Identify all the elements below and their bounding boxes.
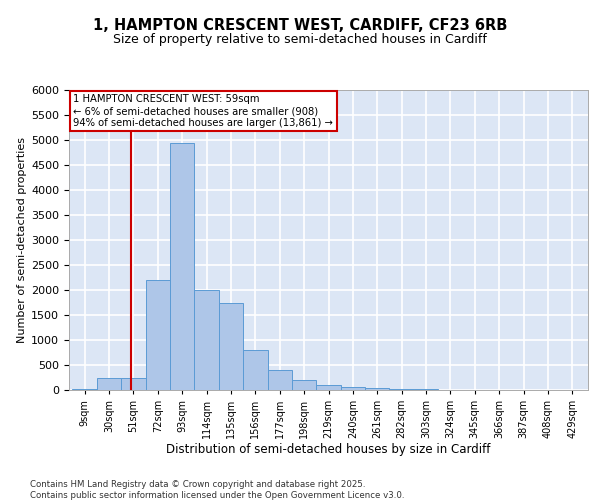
Bar bbox=[194, 290, 219, 390]
Bar bbox=[292, 380, 316, 390]
Bar bbox=[170, 142, 194, 390]
Text: 1 HAMPTON CRESCENT WEST: 59sqm
← 6% of semi-detached houses are smaller (908)
94: 1 HAMPTON CRESCENT WEST: 59sqm ← 6% of s… bbox=[73, 94, 333, 128]
Bar bbox=[146, 280, 170, 390]
Bar bbox=[389, 388, 414, 390]
Text: Contains HM Land Registry data © Crown copyright and database right 2025.
Contai: Contains HM Land Registry data © Crown c… bbox=[30, 480, 404, 500]
Bar bbox=[316, 385, 341, 390]
Y-axis label: Number of semi-detached properties: Number of semi-detached properties bbox=[17, 137, 27, 343]
Bar bbox=[414, 389, 438, 390]
X-axis label: Distribution of semi-detached houses by size in Cardiff: Distribution of semi-detached houses by … bbox=[166, 442, 491, 456]
Bar bbox=[97, 378, 121, 390]
Text: Size of property relative to semi-detached houses in Cardiff: Size of property relative to semi-detach… bbox=[113, 32, 487, 46]
Bar bbox=[219, 302, 243, 390]
Bar bbox=[341, 386, 365, 390]
Bar bbox=[365, 388, 389, 390]
Bar bbox=[121, 378, 146, 390]
Text: 1, HAMPTON CRESCENT WEST, CARDIFF, CF23 6RB: 1, HAMPTON CRESCENT WEST, CARDIFF, CF23 … bbox=[93, 18, 507, 32]
Bar bbox=[73, 388, 97, 390]
Bar bbox=[243, 350, 268, 390]
Bar bbox=[268, 370, 292, 390]
